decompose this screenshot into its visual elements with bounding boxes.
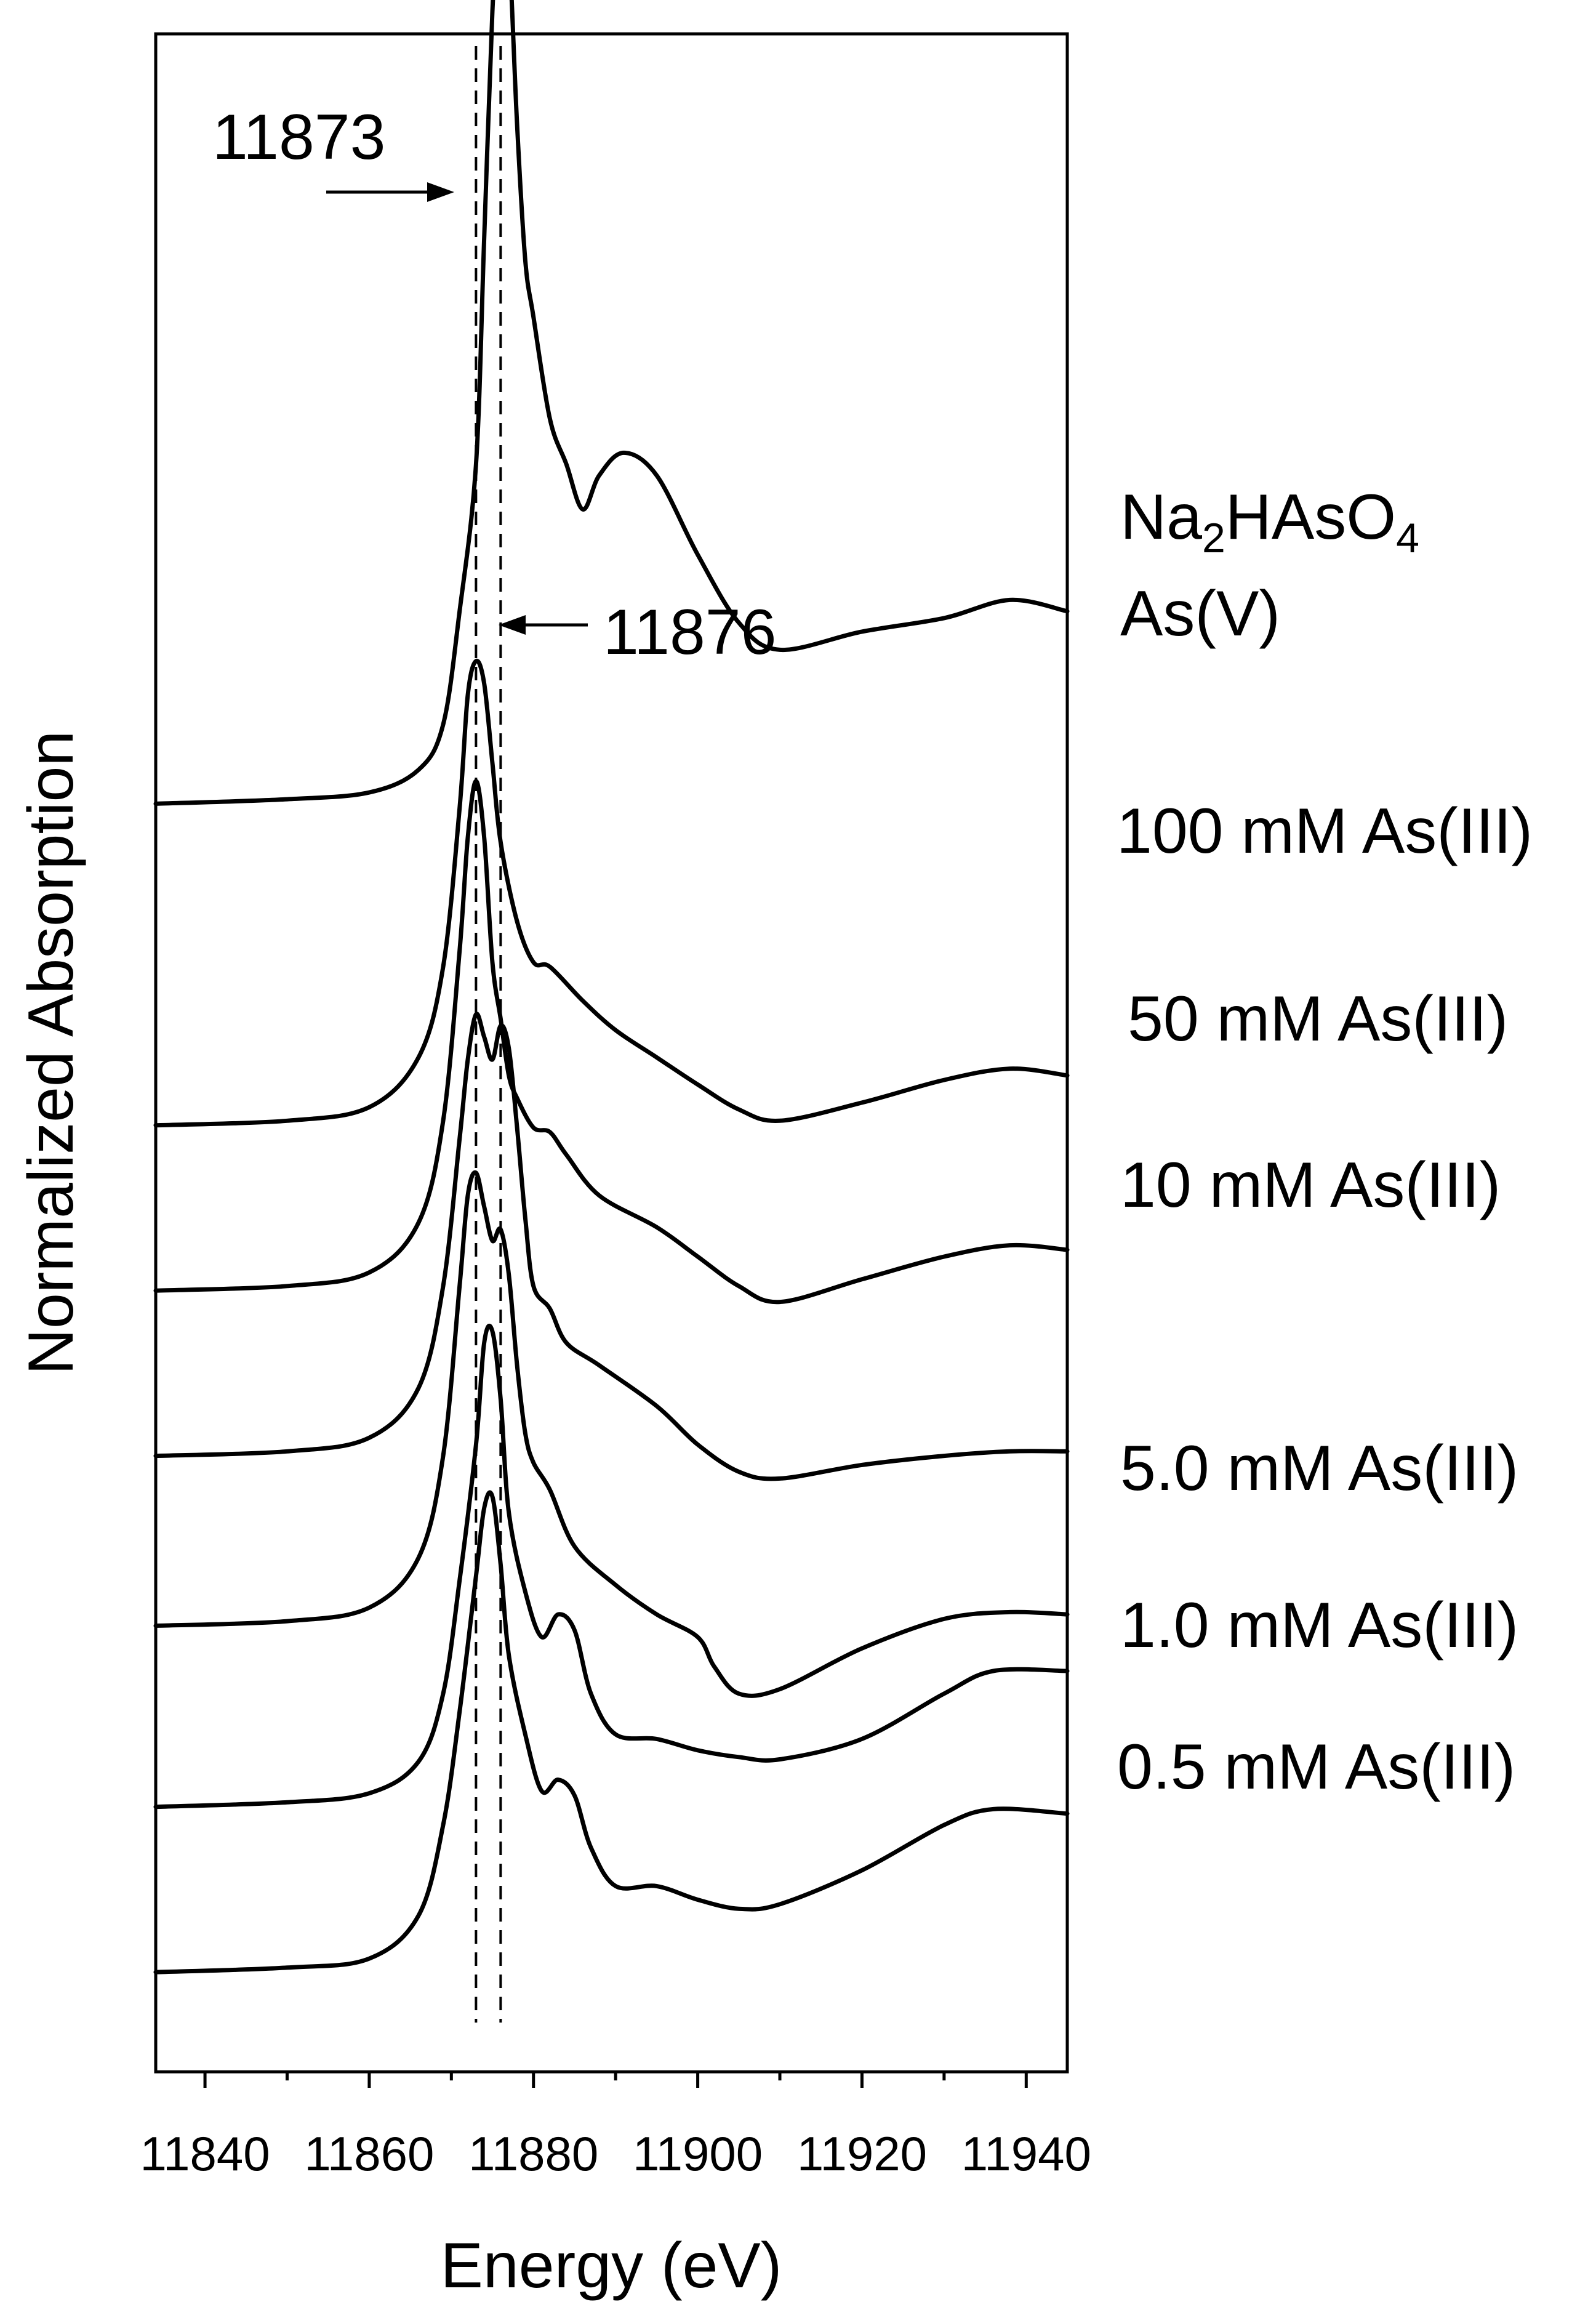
x-tick-label-11840: 11840 <box>140 2127 270 2181</box>
arrow-11876 <box>499 615 588 635</box>
series-label-100mm: 100 mM As(III) <box>1117 795 1533 867</box>
series-lines <box>153 0 1070 1975</box>
x-tick-label-11920: 11920 <box>797 2127 927 2181</box>
x-axis-label: Energy (eV) <box>441 2230 782 2301</box>
series-label-1mm: 1.0 mM As(III) <box>1120 1590 1518 1661</box>
series-label-05mm: 0.5 mM As(III) <box>1117 1731 1515 1803</box>
x-tick-label-11900: 11900 <box>633 2127 763 2181</box>
x-tick-label-11940: 11940 <box>961 2127 1091 2181</box>
series-line-5 <box>153 1323 1070 1810</box>
series-line-1 <box>153 658 1070 1128</box>
arrow-11873 <box>326 182 454 202</box>
x-tick-label-11880: 11880 <box>468 2127 598 2181</box>
series-line-3 <box>153 1012 1070 1481</box>
annotation-11873: 11873 <box>212 102 385 173</box>
series-line-6 <box>153 1490 1070 1975</box>
series-line-2 <box>153 779 1070 1305</box>
series-label-asv: As(V) <box>1120 578 1280 650</box>
x-tick-label-11860: 11860 <box>304 2127 434 2181</box>
annotation-11876: 11876 <box>603 597 776 668</box>
series-label-50mm: 50 mM As(III) <box>1128 983 1508 1055</box>
series-line-0 <box>153 0 1070 806</box>
series-label-na2hasao4: Na2HAsO4 <box>1120 481 1419 562</box>
plot-frame <box>154 32 1069 2074</box>
x-axis: 11840 11860 11880 11900 11920 11940 <box>140 2072 1091 2181</box>
y-axis-label: Normalized Absorption <box>15 731 87 1375</box>
series-line-4 <box>153 1170 1070 1698</box>
series-label-10mm: 10 mM As(III) <box>1120 1149 1501 1221</box>
series-label-5mm: 5.0 mM As(III) <box>1120 1433 1518 1504</box>
